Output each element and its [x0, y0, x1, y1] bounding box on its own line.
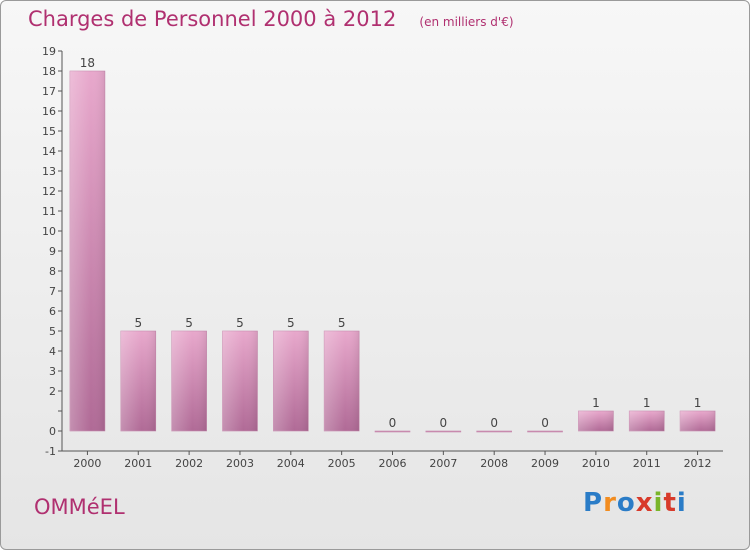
- bar-shade: [629, 411, 665, 431]
- data-label: 0: [490, 416, 498, 430]
- x-tick-label: 2001: [124, 457, 152, 470]
- bar-shade: [120, 331, 156, 431]
- data-label: 0: [389, 416, 397, 430]
- data-label: 1: [643, 396, 651, 410]
- x-tick-label: 2012: [684, 457, 712, 470]
- x-tick-label: 2003: [226, 457, 254, 470]
- data-label: 1: [694, 396, 702, 410]
- data-label: 5: [134, 316, 142, 330]
- bar-shade: [171, 331, 207, 431]
- logo-letter: i: [676, 488, 687, 518]
- y-tick-label: 5: [49, 325, 56, 338]
- logo-letter: x: [635, 488, 654, 518]
- data-label: 5: [287, 316, 295, 330]
- y-tick-label: 7: [49, 285, 56, 298]
- bar: [425, 430, 462, 433]
- y-tick-label: 19: [42, 45, 56, 58]
- bar: [374, 430, 411, 433]
- chart-header: Charges de Personnel 2000 à 2012 (en mil…: [28, 7, 514, 31]
- y-tick-label: -1: [45, 445, 56, 458]
- x-tick-label: 2006: [379, 457, 407, 470]
- bar-shade: [273, 331, 309, 431]
- x-tick-label: 2009: [531, 457, 559, 470]
- data-label: 18: [80, 56, 95, 70]
- y-tick-label: 15: [42, 125, 56, 138]
- logo-letter: r: [603, 488, 617, 518]
- y-tick-label: 14: [42, 145, 56, 158]
- bar-shade: [324, 331, 360, 431]
- x-tick-label: 2005: [328, 457, 356, 470]
- commune-name: OMMéEL: [34, 495, 125, 519]
- y-tick-label: 13: [42, 165, 56, 178]
- data-label: 5: [185, 316, 193, 330]
- chart-title: Charges de Personnel 2000 à 2012: [28, 7, 397, 31]
- x-tick-label: 2008: [480, 457, 508, 470]
- y-tick-label: 9: [49, 245, 56, 258]
- x-tick-label: 2010: [582, 457, 610, 470]
- bar: [476, 430, 512, 433]
- y-tick-label: 16: [42, 105, 56, 118]
- bar-shade: [578, 411, 614, 431]
- y-tick-label: 18: [42, 65, 56, 78]
- y-tick-label: 4: [49, 345, 56, 358]
- data-label: 0: [541, 416, 549, 430]
- y-tick-label: 6: [49, 305, 56, 318]
- y-tick-label: 17: [42, 85, 56, 98]
- logo-letter: P: [583, 488, 604, 518]
- logo-letter: t: [663, 488, 677, 518]
- x-tick-label: 2007: [429, 457, 457, 470]
- data-label: 5: [338, 316, 346, 330]
- data-label: 0: [440, 416, 448, 430]
- x-tick-label: 2000: [73, 457, 101, 470]
- chart-subtitle: (en milliers d'€): [419, 15, 514, 29]
- y-tick-label: 0: [49, 425, 56, 438]
- data-label: 5: [236, 316, 244, 330]
- bar-shade: [69, 71, 105, 431]
- y-tick-label: 2: [49, 385, 56, 398]
- logo-letter: o: [616, 488, 636, 518]
- bar-shade: [222, 331, 258, 431]
- bar: [527, 430, 563, 433]
- y-tick-label: 12: [42, 185, 56, 198]
- data-label: 1: [592, 396, 600, 410]
- logo-letter: i: [653, 488, 664, 518]
- bar-shade: [680, 411, 716, 431]
- y-tick-label: 3: [49, 365, 56, 378]
- y-tick-label: 8: [49, 265, 56, 278]
- x-tick-label: 2011: [633, 457, 661, 470]
- y-tick-label: 10: [42, 225, 56, 238]
- x-tick-label: 2004: [277, 457, 305, 470]
- y-tick-label: 11: [42, 205, 56, 218]
- x-tick-label: 2002: [175, 457, 203, 470]
- proxiti-logo: Proxiti: [583, 488, 687, 518]
